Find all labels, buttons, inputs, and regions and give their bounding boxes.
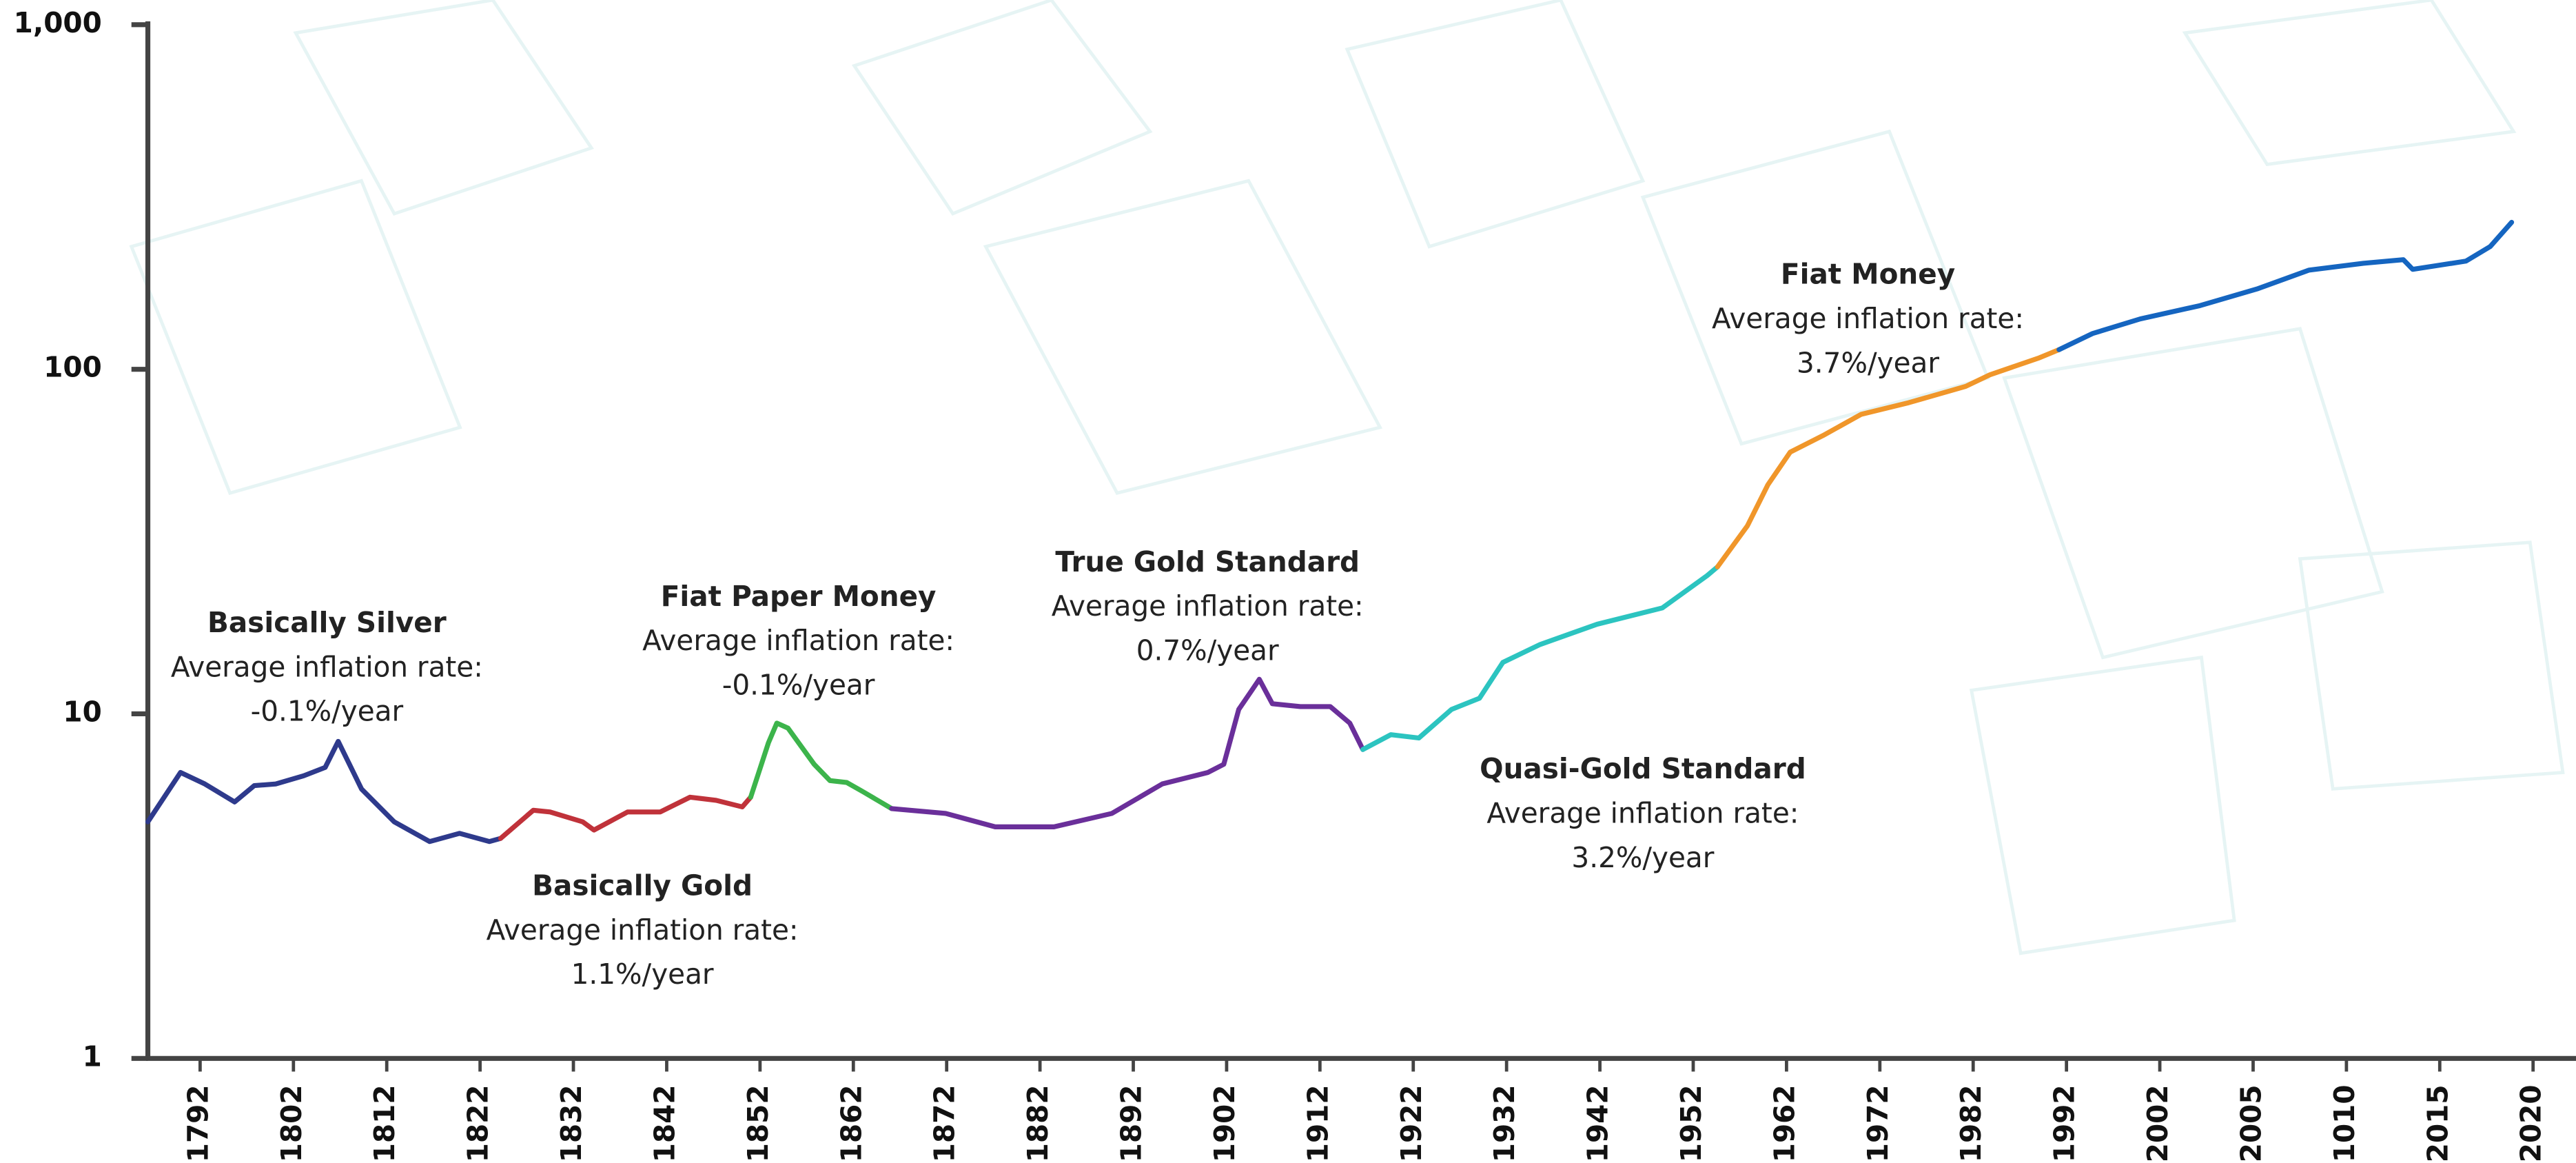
x-tick-label: 2015 <box>2421 1084 2454 1162</box>
line-segment <box>145 738 503 845</box>
x-tick-label: 1952 <box>1675 1084 1708 1162</box>
annotation-text: Average inflation rate: <box>1486 796 1799 829</box>
y-tick-label: 10 <box>63 695 101 728</box>
x-tick-label: 1822 <box>462 1084 495 1162</box>
x-tick-label: 1992 <box>2048 1084 2081 1162</box>
background-pattern <box>129 0 2565 955</box>
line-segment <box>748 720 895 811</box>
line-segment <box>2056 219 2515 352</box>
x-tick-label: 1852 <box>742 1084 775 1162</box>
x-tick-label: 1922 <box>1395 1084 1428 1162</box>
x-tick-label: 1882 <box>1021 1084 1054 1162</box>
annotation-title: Fiat Paper Money <box>661 580 937 613</box>
annotation-text: -0.1%/year <box>251 695 404 728</box>
y-tick-label: 1 <box>83 1040 102 1073</box>
annotation-text: Average inflation rate: <box>642 624 954 657</box>
annotation-text: 1.1%/year <box>571 958 714 991</box>
x-tick-label: 1010 <box>2328 1084 2361 1162</box>
x-tick-label: 1892 <box>1115 1084 1148 1162</box>
x-tick-label: 1792 <box>181 1084 214 1162</box>
annotation-title: Basically Silver <box>207 606 447 639</box>
line-segment <box>1715 347 2062 569</box>
x-tick-label: 1932 <box>1488 1084 1521 1162</box>
line-segment <box>889 676 1366 829</box>
x-tick-label: 1832 <box>555 1084 588 1162</box>
x-tick-label: 1812 <box>368 1084 401 1162</box>
x-tick-label: 1942 <box>1582 1084 1615 1162</box>
x-tick-label: 2005 <box>2234 1084 2267 1162</box>
annotation-title: Quasi-Gold Standard <box>1480 752 1806 785</box>
x-tick-label: 1902 <box>1208 1084 1241 1162</box>
annotation-text: 3.7%/year <box>1797 346 1939 379</box>
annotation-text: Average inflation rate: <box>171 650 483 683</box>
x-tick-label: 1802 <box>275 1084 308 1162</box>
x-tick-label: 1982 <box>1954 1084 1987 1162</box>
annotation-title: True Gold Standard <box>1055 545 1360 578</box>
line-segment <box>1360 564 1720 752</box>
annotation-title: Basically Gold <box>532 869 753 902</box>
annotation-text: 3.2%/year <box>1571 841 1714 874</box>
x-tick-label: 1872 <box>928 1084 961 1162</box>
x-tick-label: 2002 <box>2141 1084 2174 1162</box>
x-tick-label: 1862 <box>835 1084 868 1162</box>
annotation-text: Average inflation rate: <box>1712 302 2024 335</box>
line-segment <box>498 794 753 841</box>
x-tick-label: 1842 <box>648 1084 681 1162</box>
y-tick-label: 100 <box>43 351 102 384</box>
plot: 1 10 100 1,000 1792 1802 1812 1822 1832 1842 1852 1… <box>14 6 2576 1162</box>
x-tick-label: 2020 <box>2515 1084 2548 1162</box>
x-tick-label: 1962 <box>1768 1084 1801 1162</box>
annotation-text: Average inflation rate: <box>1052 589 1364 623</box>
x-tick-label: 1972 <box>1861 1084 1894 1162</box>
annotation-text: 0.7%/year <box>1136 634 1279 667</box>
y-tick-label: 1,000 <box>14 6 102 39</box>
annotation-text: -0.1%/year <box>722 669 875 702</box>
x-tick-label: 1912 <box>1301 1084 1334 1162</box>
annotation-title: Fiat Money <box>1781 258 1955 291</box>
annotation-text: Average inflation rate: <box>487 913 799 947</box>
